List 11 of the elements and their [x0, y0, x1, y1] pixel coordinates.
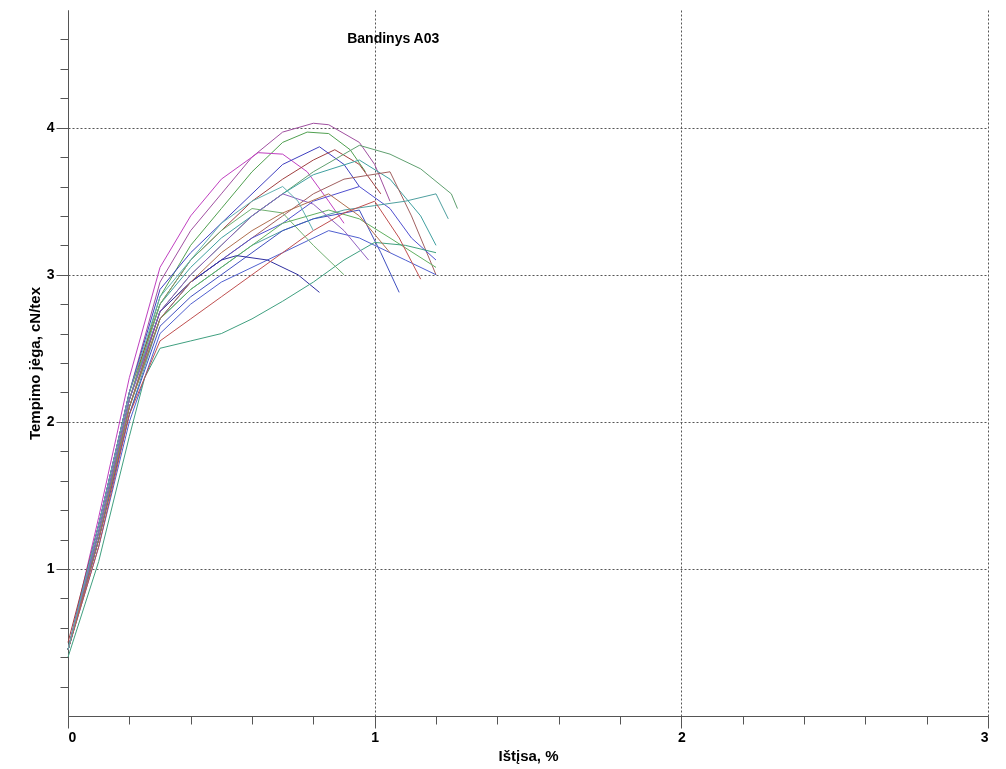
x-tick-label: 3	[980, 728, 989, 745]
y-tick-label: 3	[46, 266, 55, 283]
x-axis-title: Ištįsa, %	[498, 746, 559, 764]
y-tick-label: 2	[46, 413, 55, 430]
y-tick-label: 1	[46, 560, 55, 577]
y-tick-label: 4	[46, 119, 55, 136]
x-tick-label: 0	[68, 728, 77, 745]
x-tick-label: 1	[371, 728, 380, 745]
x-tick-label: 2	[677, 728, 686, 745]
text: Bandinys A03	[347, 30, 440, 46]
y-axis-title: Tempimo jėga, cN/tex	[25, 286, 43, 441]
